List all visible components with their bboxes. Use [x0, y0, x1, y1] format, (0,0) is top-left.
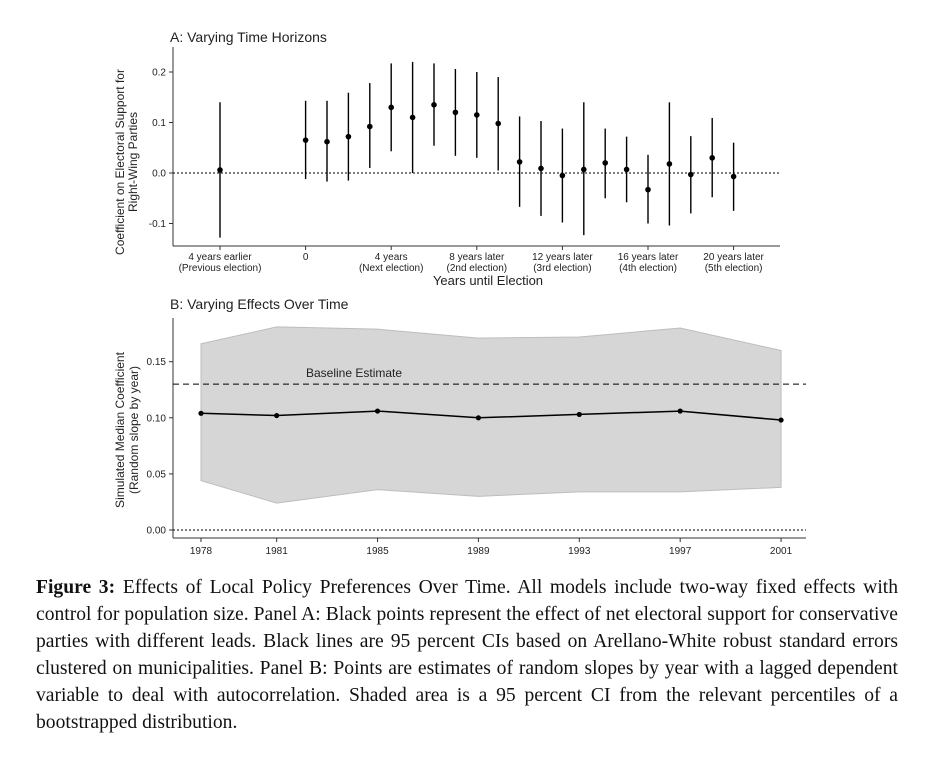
caption-text: Effects of Local Policy Preferences Over… [36, 577, 899, 733]
panel-b: B: Varying Effects Over Time Simulated M… [113, 296, 806, 557]
panel-b-y-axis-label-line2: (Random slope by year) [127, 366, 141, 494]
panel-b-point [274, 412, 280, 419]
panel-a-point [559, 172, 566, 179]
panel-a: A: Varying Time Horizons Coefficient on … [113, 29, 780, 288]
panel-a-point [538, 165, 544, 172]
panel-a-point [367, 123, 373, 130]
panel-a-x-tick-label: 4 years [375, 252, 408, 263]
panel-b-y-tick-label: 0.00 [147, 526, 167, 537]
baseline-estimate-label: Baseline Estimate [306, 366, 402, 380]
panel-a-marks [217, 61, 737, 238]
panel-a-y-ticks: -0.1 0.0 0.1 0.2 [149, 68, 173, 230]
figure-caption: Figure 3: Effects of Local Policy Prefer… [36, 574, 898, 736]
panel-a-point [645, 186, 651, 193]
panel-a-point [431, 102, 437, 108]
panel-b-y-tick-label: 0.05 [147, 469, 167, 480]
panel-a-x-tick-label: 0 [303, 252, 309, 263]
panel-b-point [778, 417, 784, 423]
panel-a-x-tick-sublabel: (3rd election) [533, 263, 591, 274]
panel-a-x-tick-label: 16 years later [618, 252, 679, 263]
panel-b-y-tick-label: 0.15 [147, 357, 167, 368]
panel-a-y-tick-label: 0.2 [152, 68, 166, 79]
panel-a-point [709, 155, 715, 161]
panel-b-point [374, 408, 381, 414]
panel-a-y-tick-label: 0.0 [152, 169, 166, 180]
panel-a-x-ticks: 4 years earlier(Previous election) 0 4 yea… [179, 246, 765, 274]
figure: A: Varying Time Horizons Coefficient on … [113, 29, 806, 557]
panel-b-y-ticks: 0.00 0.05 0.10 0.15 [147, 357, 173, 537]
panel-a-point [345, 133, 352, 140]
panel-a-point [474, 112, 480, 118]
panel-a-x-tick-sublabel: (5th election) [705, 263, 763, 274]
panel-b-x-tick-label: 1978 [190, 546, 213, 557]
panel-a-x-tick-label: 8 years later [449, 252, 505, 263]
panel-b-point [475, 415, 482, 421]
panel-a-point [495, 120, 502, 127]
panel-a-x-tick-sublabel: (Previous election) [179, 263, 262, 274]
panel-a-y-axis-label-line1: Coefficient on Electoral Support for [113, 69, 127, 255]
panel-a-x-axis-label: Years until Election [433, 273, 543, 288]
panel-a-point [388, 104, 395, 111]
panel-a-y-tick-label: -0.1 [149, 219, 167, 230]
panel-b-title: B: Varying Effects Over Time [170, 296, 349, 312]
caption-label: Figure 3: [36, 577, 116, 598]
panel-a-title: A: Varying Time Horizons [170, 29, 327, 45]
panel-b-y-tick-label: 0.10 [147, 413, 167, 424]
panel-a-y-tick-label: 0.1 [152, 118, 166, 129]
panel-b-x-tick-label: 1985 [366, 546, 389, 557]
panel-a-point [623, 166, 630, 173]
panel-a-point [730, 173, 737, 180]
panel-a-point [516, 159, 523, 165]
panel-b-x-tick-label: 2001 [770, 546, 793, 557]
panel-b-x-tick-label: 1997 [669, 546, 692, 557]
panel-a-point [602, 160, 608, 166]
panel-b-x-tick-label: 1989 [467, 546, 490, 557]
panel-a-point [581, 166, 587, 173]
panel-a-point [452, 109, 459, 116]
panel-a-x-tick-label: 20 years later [703, 252, 764, 263]
panel-b-x-tick-label: 1993 [568, 546, 591, 557]
panel-b-x-ticks: 1978 1981 1985 1989 1993 1997 2001 [190, 538, 793, 557]
panel-a-point [302, 137, 309, 143]
panel-a-point [324, 138, 330, 145]
panel-b-x-tick-label: 1981 [266, 546, 289, 557]
panel-b-points [198, 408, 784, 423]
panel-a-x-tick-label: 12 years later [532, 252, 593, 263]
panel-b-point [677, 408, 683, 414]
panel-b-confidence-band [200, 326, 782, 504]
panel-a-x-tick-sublabel: (4th election) [619, 263, 677, 274]
panel-a-point [217, 167, 223, 173]
panel-a-point [666, 161, 673, 167]
panel-b-point [576, 411, 582, 418]
panel-a-point [688, 171, 694, 178]
panel-b-y-axis-label-line1: Simulated Median Coefficient [113, 351, 127, 508]
panel-a-x-tick-label: 4 years earlier [188, 252, 252, 263]
panel-a-x-tick-sublabel: (2nd election) [447, 263, 508, 274]
panel-b-point [198, 410, 204, 416]
panel-a-point [409, 114, 416, 121]
panel-a-x-tick-sublabel: (Next election) [359, 263, 423, 274]
panel-a-y-axis-label-line2: Right-Wing Parties [126, 112, 140, 212]
